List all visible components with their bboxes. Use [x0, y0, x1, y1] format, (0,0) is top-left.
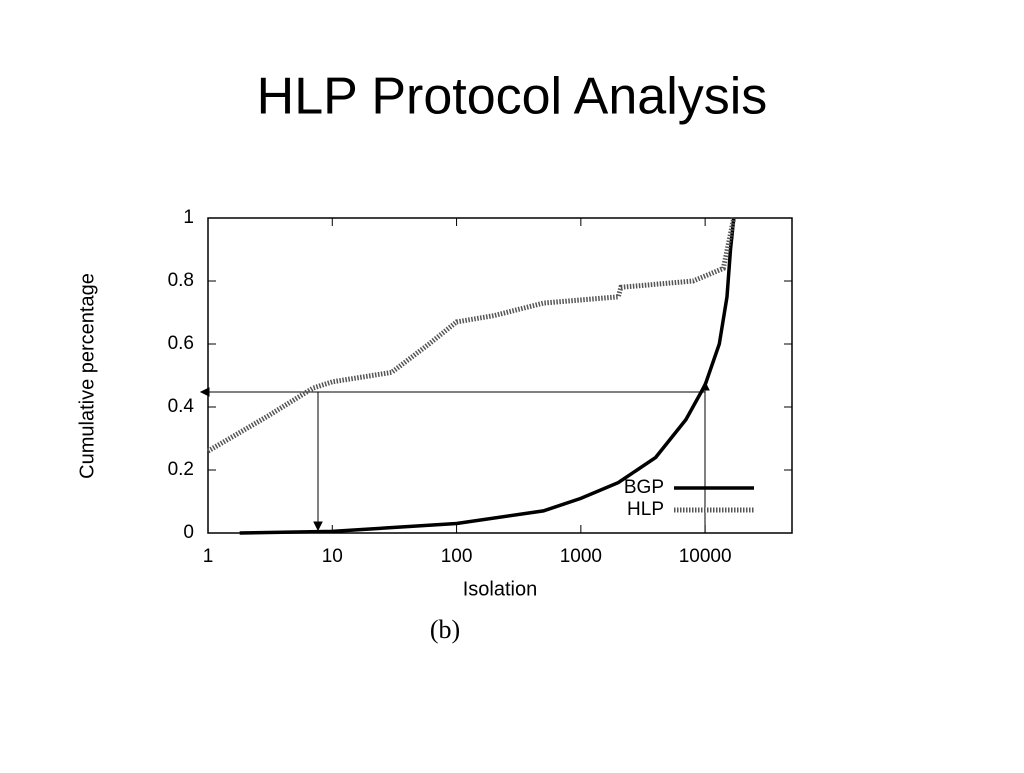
- x-axis-label: Isolation: [463, 578, 538, 600]
- legend-label: BGP: [624, 477, 664, 498]
- x-tick-label: 10000: [679, 546, 732, 567]
- arrow-head: [313, 521, 323, 532]
- y-tick-label: 1: [183, 207, 194, 228]
- x-tick-label: 1000: [560, 546, 602, 567]
- series-line: [206, 217, 737, 454]
- y-tick-label: 0: [183, 522, 194, 543]
- y-axis-label: Cumulative percentage: [76, 273, 98, 479]
- series-line: [239, 217, 736, 535]
- slide-title: HLP Protocol Analysis: [257, 68, 768, 126]
- x-tick-label: 1: [203, 546, 214, 567]
- annotation-arrows: [199, 380, 710, 533]
- legend-label: HLP: [627, 499, 664, 520]
- x-tick-label: 10: [322, 546, 343, 567]
- y-tick-label: 0.6: [168, 333, 194, 354]
- x-tick-label: 100: [441, 546, 473, 567]
- plot-frame: [207, 217, 793, 534]
- y-tick-label: 0.4: [168, 396, 195, 417]
- arrow-head: [199, 387, 210, 397]
- y-tick-label: 0.2: [168, 459, 194, 480]
- caption: (b): [430, 615, 460, 644]
- y-tick-label: 0.8: [168, 270, 194, 291]
